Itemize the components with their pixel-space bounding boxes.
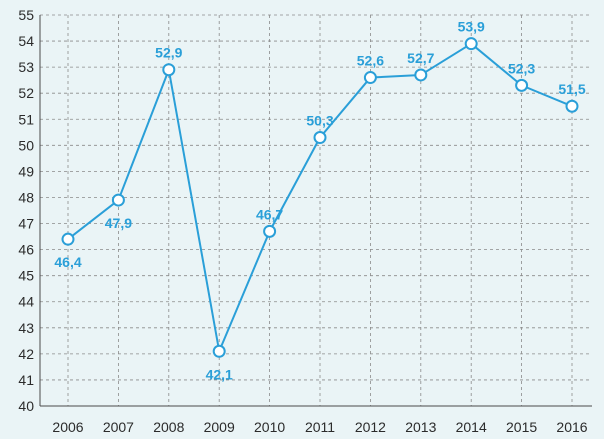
data-label: 47,9: [105, 215, 132, 231]
data-label: 42,1: [206, 366, 233, 382]
data-label: 52,7: [407, 50, 434, 66]
grid: [40, 14, 592, 407]
data-label: 50,3: [306, 113, 333, 129]
data-labels: 46,4 47,9 52,9 42,1 46,7 50,3 52,6 52,7 53,9 52,3…: [54, 19, 585, 383]
x-tick-label: 2008: [153, 419, 184, 435]
y-tick-label: 52: [18, 85, 34, 101]
y-tick-label: 51: [18, 111, 34, 127]
y-tick-label: 41: [18, 372, 34, 388]
y-tick-label: 48: [18, 189, 34, 205]
data-label: 46,4: [54, 254, 81, 270]
data-label: 51,5: [558, 81, 585, 97]
y-tick-label: 44: [18, 294, 34, 310]
data-point: [414, 68, 428, 82]
y-tick-label: 46: [18, 242, 34, 258]
x-tick-label: 2010: [254, 419, 285, 435]
data-label: 52,3: [508, 60, 535, 76]
y-tick-label: 43: [18, 320, 34, 336]
y-tick-label: 40: [18, 398, 34, 414]
data-point: [565, 99, 579, 113]
y-tick-label: 42: [18, 346, 34, 362]
data-point: [313, 131, 327, 145]
x-tick-label: 2015: [506, 419, 537, 435]
data-label: 53,9: [458, 19, 485, 35]
data-point: [61, 232, 75, 246]
y-tick-label: 45: [18, 268, 34, 284]
data-label: 46,7: [256, 206, 283, 222]
y-tick-label: 50: [18, 137, 34, 153]
x-tick-label: 2009: [204, 419, 235, 435]
data-point: [263, 224, 277, 238]
x-tick-label: 2011: [305, 419, 335, 435]
series-layer: [61, 37, 579, 358]
data-point: [363, 71, 377, 85]
data-point: [212, 344, 226, 358]
x-tick-label: 2012: [355, 419, 386, 435]
axes: 40 41 42 43 44 45 46 47 48 49 50 51 52 53 54 55 2006 2007…: [18, 7, 592, 435]
y-tick-label: 54: [18, 33, 34, 49]
data-point: [464, 37, 478, 51]
x-tick-label: 2014: [456, 419, 487, 435]
x-tick-label: 2007: [103, 419, 134, 435]
y-tick-label: 47: [18, 216, 34, 232]
y-tick-label: 55: [18, 7, 34, 23]
data-point: [111, 193, 125, 207]
data-label: 52,9: [155, 45, 182, 61]
x-tick-label: 2006: [52, 419, 83, 435]
data-point: [162, 63, 176, 77]
x-tick-label: 2013: [405, 419, 436, 435]
y-tick-label: 49: [18, 163, 34, 179]
data-label: 52,6: [357, 53, 384, 69]
y-tick-label: 53: [18, 59, 34, 75]
data-point: [515, 78, 529, 92]
x-tick-label: 2016: [556, 419, 587, 435]
